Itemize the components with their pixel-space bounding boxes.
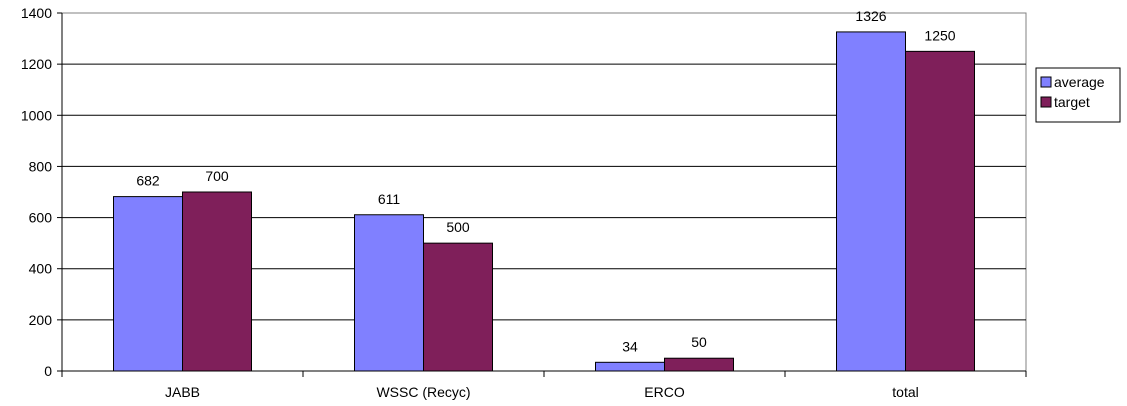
bar-average	[354, 214, 424, 372]
y-tick-label: 1400	[21, 5, 52, 21]
legend-swatch-target	[1040, 96, 1052, 108]
legend-label: target	[1054, 94, 1090, 110]
y-tick-label: 0	[44, 363, 52, 379]
data-label: 34	[622, 338, 638, 354]
bars	[113, 31, 975, 372]
legend-swatch-average	[1040, 76, 1052, 88]
bar-average	[113, 196, 183, 372]
bar-target	[905, 50, 975, 372]
bar-target	[423, 242, 493, 372]
legend-label: average	[1054, 74, 1105, 90]
data-label: 500	[446, 219, 470, 235]
data-label: 682	[136, 173, 160, 189]
y-tick-label: 1000	[21, 107, 52, 123]
data-label: 611	[378, 191, 401, 207]
y-tick-label: 200	[29, 312, 53, 328]
x-tick-label: ERCO	[644, 384, 685, 400]
y-tick-label: 1200	[21, 56, 52, 72]
y-tick-label: 600	[29, 210, 53, 226]
y-tick-label: 800	[29, 158, 53, 174]
bar-average	[595, 361, 665, 372]
data-label: 1326	[855, 8, 886, 24]
data-label: 700	[205, 168, 229, 184]
bar-target	[664, 357, 734, 372]
data-labels: 682 700 611 500 34 50 1326 1250	[136, 8, 955, 354]
x-tick-label: WSSC (Recyc)	[376, 384, 470, 400]
axes: 0 200 400 600 800 1000 1200 1400 JABB WSSC (Recyc…	[21, 5, 1027, 400]
legend: average target	[1035, 67, 1121, 123]
data-label: 1250	[924, 27, 955, 43]
y-tick-label: 400	[29, 261, 53, 277]
x-tick-label: JABB	[165, 384, 200, 400]
bar-average	[836, 31, 906, 372]
bar-target	[182, 191, 252, 372]
x-tick-label: total	[892, 384, 918, 400]
data-label: 50	[691, 334, 707, 350]
